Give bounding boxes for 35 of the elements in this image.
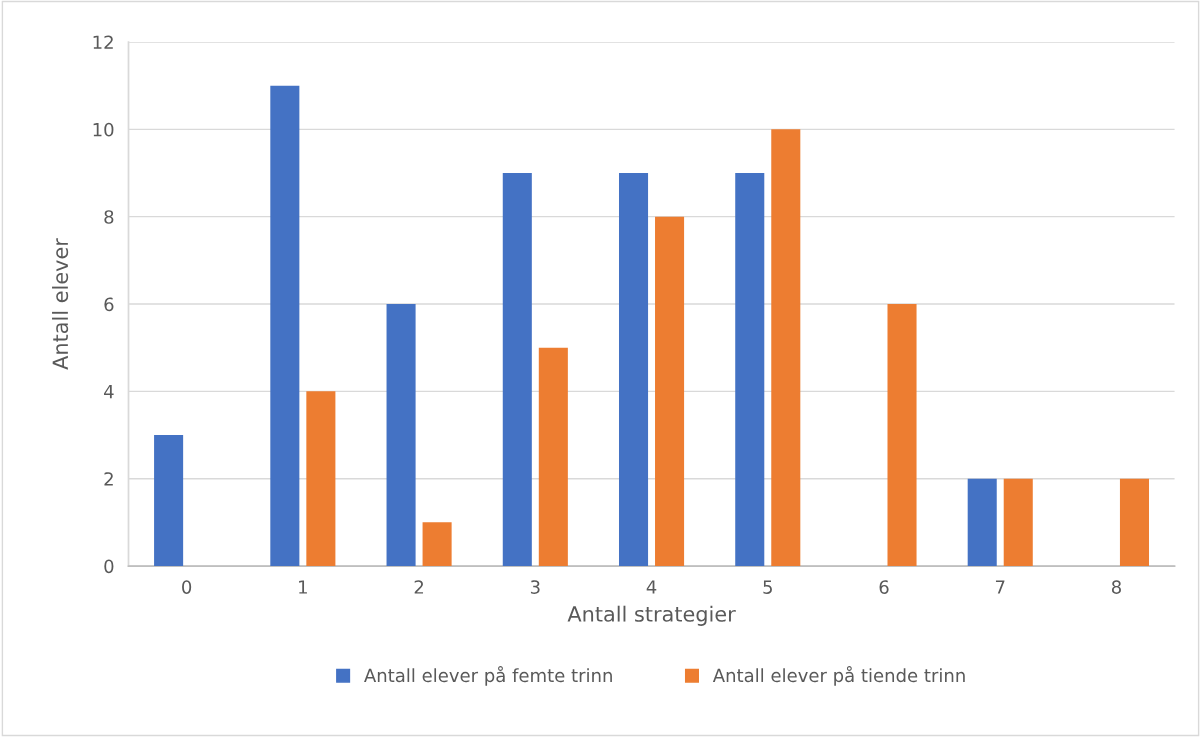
x-tick-label: 5 xyxy=(763,580,772,594)
y-tick-label: 8 xyxy=(104,210,114,224)
x-tick-label: 0 xyxy=(182,580,192,594)
bar xyxy=(655,216,685,567)
legend-label: Antall elever på femte trinn xyxy=(364,666,612,686)
bar xyxy=(154,435,184,567)
y-tick-label: 2 xyxy=(104,472,113,486)
bar xyxy=(270,85,300,567)
y-axis-title: Antall elever xyxy=(52,238,69,370)
y-tick-label: 0 xyxy=(104,559,114,574)
y-tick-label: 4 xyxy=(104,385,114,399)
bar xyxy=(771,129,801,567)
bar xyxy=(735,173,765,567)
bar xyxy=(502,173,532,567)
bar xyxy=(422,522,452,567)
x-tick-label: 7 xyxy=(995,580,1005,594)
bar xyxy=(967,478,997,567)
x-tick-label: 3 xyxy=(530,580,540,594)
x-tick-label: 2 xyxy=(414,580,424,594)
x-tick-label: 1 xyxy=(299,580,307,594)
bar xyxy=(619,173,649,567)
y-tick-label: 10 xyxy=(93,122,114,137)
bar xyxy=(887,304,917,567)
bar xyxy=(386,304,416,567)
bar xyxy=(1003,478,1033,567)
x-tick-label: 8 xyxy=(1111,580,1121,594)
bar xyxy=(1119,478,1150,567)
bar xyxy=(306,391,336,567)
y-tick-label: 6 xyxy=(104,297,114,312)
x-tick-label: 4 xyxy=(646,580,657,594)
x-tick-label: 6 xyxy=(879,580,889,594)
bar xyxy=(538,347,568,567)
x-axis-title: Antall strategier xyxy=(567,605,736,626)
y-tick-label: 12 xyxy=(93,35,113,49)
legend-label: Antall elever på tiende trinn xyxy=(712,666,965,686)
